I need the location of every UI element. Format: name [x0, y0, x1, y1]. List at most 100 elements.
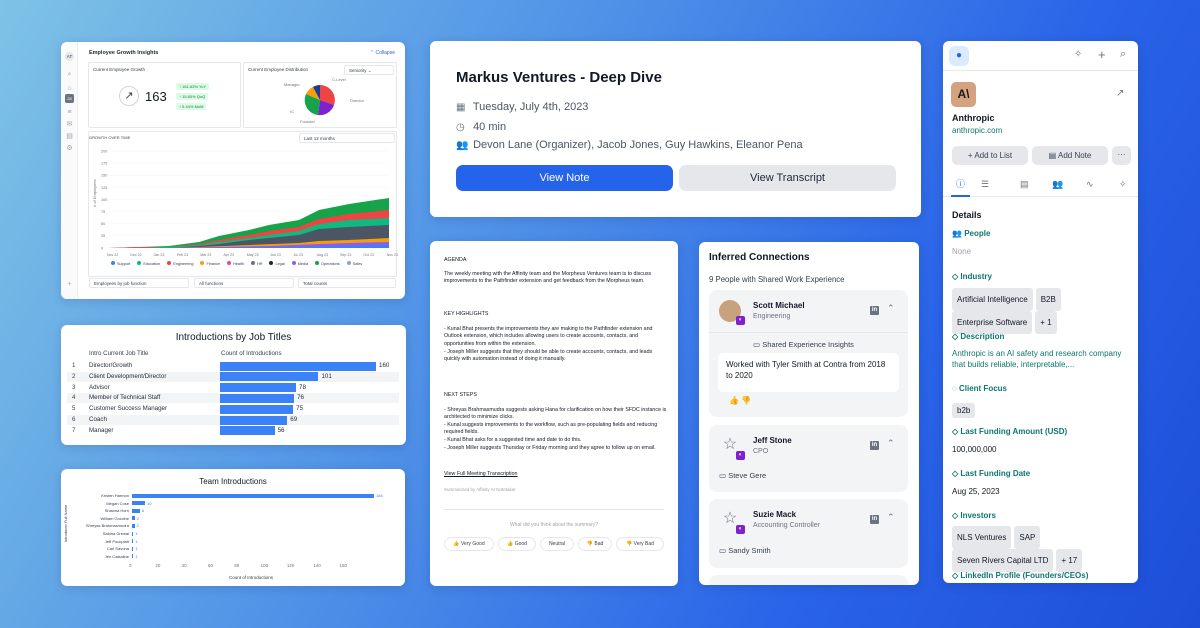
- legend-item[interactable]: Finance: [200, 261, 220, 266]
- seniority-select[interactable]: Seniority ⌄: [344, 65, 394, 75]
- add-note-button[interactable]: ▤ Add Note: [1032, 146, 1108, 165]
- legend-item[interactable]: Legal: [269, 261, 285, 266]
- add-to-list-button[interactable]: + Add to List: [952, 146, 1028, 165]
- legend-item[interactable]: Engineering: [167, 261, 193, 266]
- legend-item[interactable]: Media: [291, 261, 308, 266]
- view-transcript-button[interactable]: View Transcript: [679, 165, 896, 191]
- company-badge-icon: ◐: [736, 525, 745, 534]
- panel-title: Employee Growth Insights: [89, 50, 159, 56]
- external-link-icon[interactable]: ↗: [1116, 88, 1125, 99]
- industry-more-tag[interactable]: + 1: [1035, 311, 1057, 334]
- functions-select[interactable]: All functions: [194, 278, 294, 288]
- row-bar: [220, 383, 297, 393]
- row-number: 3: [72, 383, 76, 391]
- bar: [132, 546, 134, 551]
- bar-label: Carl Savona: [106, 546, 129, 552]
- bar: [132, 554, 134, 559]
- profile-icon[interactable]: ●: [949, 46, 969, 66]
- bar-label: Jeff Poucplatt: [104, 538, 129, 544]
- tab-info-icon[interactable]: ⓘ: [951, 173, 970, 197]
- feedback-very-bad[interactable]: 👎 Very Bad: [616, 537, 664, 551]
- tab-activity-icon[interactable]: ∿: [1086, 179, 1094, 189]
- y-tick-label: 75: [101, 210, 105, 214]
- tab-notes-icon[interactable]: ▤: [1020, 179, 1029, 189]
- meeting-attendees-row: 👥 Devon Lane (Organizer), Jacob Jones, G…: [456, 139, 803, 151]
- job-function-select[interactable]: Employees by job function: [89, 278, 189, 288]
- bar: [132, 523, 135, 528]
- tab-list-icon[interactable]: ☰: [981, 179, 990, 189]
- y-axis-label: # of Employees: [92, 179, 97, 207]
- list-icon[interactable]: ≡: [67, 109, 72, 116]
- bar-value: 1: [135, 553, 138, 559]
- table-row: 1 Director/Growth 160: [67, 361, 399, 371]
- legend-item[interactable]: Education: [137, 261, 160, 266]
- chevron-up-icon[interactable]: ⌃: [887, 438, 895, 448]
- legend-item[interactable]: Operations: [315, 261, 340, 266]
- collapse-link[interactable]: ⌃ Collapse: [369, 50, 395, 56]
- mail-icon[interactable]: ✉: [66, 121, 73, 128]
- row-bar: [220, 361, 376, 371]
- tab-ai-icon[interactable]: ✧: [1119, 179, 1127, 189]
- add-icon[interactable]: +: [67, 281, 72, 288]
- tab-people-icon[interactable]: 👥: [1052, 179, 1064, 189]
- feedback-neutral[interactable]: Neutral: [540, 537, 574, 551]
- full-transcription-link[interactable]: View Full Meeting Transcription: [444, 471, 518, 477]
- home-icon[interactable]: ⌂: [67, 85, 72, 92]
- next-step-4: - Joseph Miller suggests Thursday or Fri…: [444, 445, 656, 451]
- chevron-up-icon[interactable]: ⌃: [887, 303, 895, 313]
- feedback-good[interactable]: 👍 Good: [498, 537, 536, 551]
- star-icon[interactable]: ☆: [719, 509, 741, 531]
- feedback-bad[interactable]: 👎 Bad: [578, 537, 612, 551]
- add-icon[interactable]: +: [1098, 47, 1106, 62]
- row-count: 56: [277, 426, 285, 434]
- sparkle-icon[interactable]: ✧: [1074, 49, 1083, 60]
- bar: [132, 493, 375, 498]
- connection-card[interactable]: ☆ ◐ Suzie Mack Accounting Controller in …: [709, 499, 908, 568]
- period-select[interactable]: Last 12 months: [299, 133, 395, 143]
- linkedin-icon[interactable]: in: [870, 515, 879, 524]
- linkedin-icon[interactable]: in: [870, 306, 879, 315]
- legend-label: Operations: [321, 262, 340, 266]
- highlight-2: - Joseph Miller suggests that they shoul…: [444, 349, 653, 363]
- description-value: Anthropic is an AI safety and research c…: [952, 349, 1122, 369]
- legend-item[interactable]: Support: [111, 261, 130, 266]
- chevron-up-icon[interactable]: ⌃: [887, 512, 895, 522]
- arrow-up-right-icon: ↗: [119, 86, 139, 106]
- settings-icon[interactable]: ⚙: [66, 145, 73, 152]
- user-avatar[interactable]: AT: [65, 52, 74, 61]
- star-icon[interactable]: ☆: [719, 435, 741, 457]
- view-note-button[interactable]: View Note: [456, 165, 673, 191]
- investors-label: ◇ Investors: [952, 511, 996, 520]
- legend-item[interactable]: Sales: [346, 261, 362, 266]
- pie-label-director: Director: [350, 98, 365, 103]
- x-tick-label: Nov 23: [387, 253, 398, 257]
- row-count: 75: [296, 405, 304, 413]
- company-url[interactable]: anthropic.com: [952, 126, 1003, 135]
- legend-label: HR: [256, 262, 263, 266]
- connection-card[interactable]: ◐ Scott Michael Engineering in ⌃ ▭ Share…: [709, 290, 908, 417]
- connection-role: CPO: [753, 448, 769, 455]
- counts-select[interactable]: Total counts: [298, 278, 396, 288]
- next-step-3: - Kunal Bhat asks for a suggested time a…: [444, 437, 582, 443]
- meeting-date-row: ▦ Tuesday, July 4th, 2023: [456, 101, 588, 113]
- row-bar: [220, 393, 295, 403]
- meeting-attendees: Devon Lane (Organizer), Jacob Jones, Guy…: [473, 139, 803, 151]
- header-job-title: Intro Current Job Title: [89, 350, 149, 357]
- notification-badge[interactable]: 28: [65, 94, 74, 103]
- search-icon[interactable]: ⌕: [67, 71, 72, 78]
- y-tick-label: 0: [101, 246, 103, 250]
- more-icon[interactable]: ···: [1112, 146, 1131, 165]
- linkedin-icon[interactable]: in: [870, 441, 879, 450]
- legend-item[interactable]: HR: [250, 261, 263, 266]
- investor-more-tag[interactable]: + 17: [1056, 549, 1083, 572]
- legend-item[interactable]: Health: [226, 261, 244, 266]
- thumbs-icons[interactable]: 👍 👎: [729, 396, 752, 405]
- connection-card-partial[interactable]: [709, 575, 908, 585]
- feedback-very-good[interactable]: 👍 Very Good: [444, 537, 494, 551]
- x-tick-label: Dec 22: [130, 253, 141, 257]
- bar: [132, 516, 135, 521]
- search-icon[interactable]: ⌕: [1120, 48, 1127, 60]
- doc-icon[interactable]: ▤: [66, 133, 73, 140]
- connection-card[interactable]: ☆ ◐ Jeff Stone CPO in ⌃ ▭ Steve Gere: [709, 425, 908, 492]
- investor-tag: Seven Rivers Capital LTD: [952, 549, 1054, 572]
